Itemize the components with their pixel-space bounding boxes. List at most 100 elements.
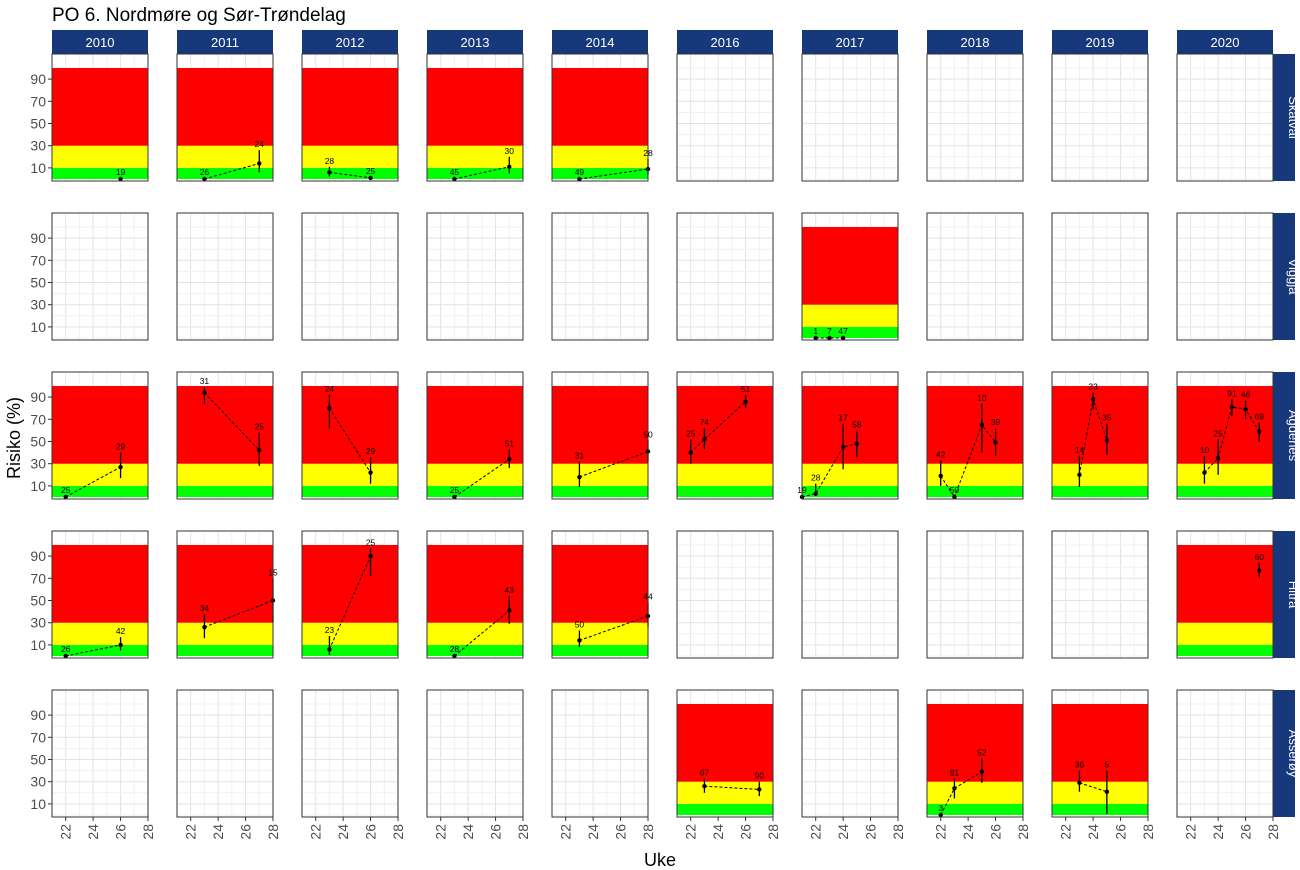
data-point <box>327 170 332 175</box>
x-tick-label: 24 <box>710 824 726 840</box>
data-point <box>702 437 707 442</box>
data-point <box>854 441 860 446</box>
panel-viggja-2011 <box>176 212 274 341</box>
risk-band-green <box>677 803 773 815</box>
data-point <box>257 448 262 453</box>
risk-band-red <box>1052 386 1148 464</box>
point-label: 19 <box>116 167 126 177</box>
data-point <box>1077 780 1082 786</box>
x-tick-label: 24 <box>1085 824 1101 840</box>
column-strip-bg <box>1177 30 1273 54</box>
data-point <box>1243 407 1248 412</box>
data-point <box>368 470 373 475</box>
column-strip-bg <box>802 30 898 54</box>
y-tick-label: 10 <box>30 319 46 335</box>
x-tick-label: 22 <box>1183 824 1199 840</box>
data-point <box>979 769 985 774</box>
panel-border <box>676 371 774 500</box>
risk-band-yellow <box>1177 622 1273 645</box>
panel-border <box>51 530 149 659</box>
y-tick-label: 50 <box>30 275 46 291</box>
point-label: 51 <box>505 438 515 448</box>
point-label: 52 <box>977 747 987 757</box>
risk-band-yellow <box>177 145 273 168</box>
panel-skatval-2013: 45 30 <box>426 53 524 182</box>
column-strip-2020: 2020 <box>1177 30 1273 54</box>
data-point <box>1229 404 1235 410</box>
point-label: 25 <box>61 485 71 495</box>
x-tick-label: 22 <box>308 824 324 840</box>
y-tick-label: 90 <box>30 230 46 246</box>
trend-line <box>579 451 649 478</box>
panel-border <box>926 689 1024 818</box>
risk-band-green <box>927 803 1023 815</box>
data-point <box>952 494 957 500</box>
panel-asserøy-2012 <box>301 689 399 818</box>
panel-hitra-2019 <box>1051 530 1149 659</box>
panel-asserøy-2019: 36 5 <box>1051 689 1149 818</box>
panel-border <box>801 689 899 818</box>
point-label: 42 <box>936 449 946 459</box>
data-point <box>507 164 512 169</box>
column-strip-label: 2018 <box>961 35 990 50</box>
risk-band-yellow <box>427 622 523 645</box>
panel-border <box>926 53 1024 182</box>
x-tick-label: 28 <box>390 824 406 840</box>
risk-band-green <box>302 485 398 497</box>
point-label: 28 <box>811 473 821 483</box>
panel-background <box>927 54 1023 181</box>
panel-border <box>176 371 274 500</box>
risk-band-red <box>927 704 1023 782</box>
point-label: 28 <box>450 644 460 654</box>
panel-hitra-2010: 26 42 <box>51 530 149 659</box>
y-tick-label: 90 <box>30 707 46 723</box>
x-tick-label: 28 <box>140 824 156 840</box>
panel-agdenes-2013: 25 51 <box>426 371 524 500</box>
column-strip-2018: 2018 <box>927 30 1023 54</box>
trend-line <box>65 644 121 657</box>
panel-border <box>1051 212 1149 341</box>
point-label: 60 <box>1255 552 1265 562</box>
risk-band-green <box>427 167 523 179</box>
risk-band-green <box>427 485 523 497</box>
trend-line <box>690 401 746 453</box>
panel-background <box>1052 54 1148 181</box>
x-tick-label: 26 <box>238 824 254 840</box>
data-point <box>1077 472 1082 477</box>
panel-agdenes-2018: 42 50 10 39 <box>926 371 1024 500</box>
panel-border <box>801 530 899 659</box>
panel-border <box>1176 371 1274 500</box>
panel-border <box>1051 371 1149 500</box>
point-label: 25 <box>366 166 376 176</box>
panel-border <box>801 371 899 500</box>
data-point <box>202 390 207 395</box>
x-tick-label: 24 <box>835 824 851 840</box>
panel-skatval-2020 <box>1176 53 1274 182</box>
column-strip-label: 2014 <box>586 35 615 50</box>
data-point <box>1257 429 1262 434</box>
point-label: 67 <box>700 767 710 777</box>
panel-border <box>551 530 649 659</box>
risk-band-red <box>177 545 273 623</box>
point-label: 36 <box>1075 760 1085 770</box>
x-tick-label: 26 <box>113 824 129 840</box>
risk-band-yellow <box>52 463 148 486</box>
panel-background <box>427 213 523 340</box>
risk-band-yellow <box>1177 463 1273 486</box>
y-tick-label: 70 <box>30 411 46 427</box>
x-tick-label: 24 <box>960 824 976 840</box>
data-point <box>938 473 943 479</box>
point-label: 3 <box>938 803 943 813</box>
x-tick-label: 22 <box>1058 824 1074 840</box>
y-axis-title: Risiko (%) <box>4 397 24 479</box>
column-strip-2016: 2016 <box>677 30 773 54</box>
risk-band-green <box>302 167 398 179</box>
risk-band-yellow <box>1052 463 1148 486</box>
data-point <box>507 608 512 613</box>
data-point <box>938 812 943 818</box>
panel-border <box>926 530 1024 659</box>
panel-border <box>426 530 524 659</box>
panel-background <box>302 690 398 817</box>
